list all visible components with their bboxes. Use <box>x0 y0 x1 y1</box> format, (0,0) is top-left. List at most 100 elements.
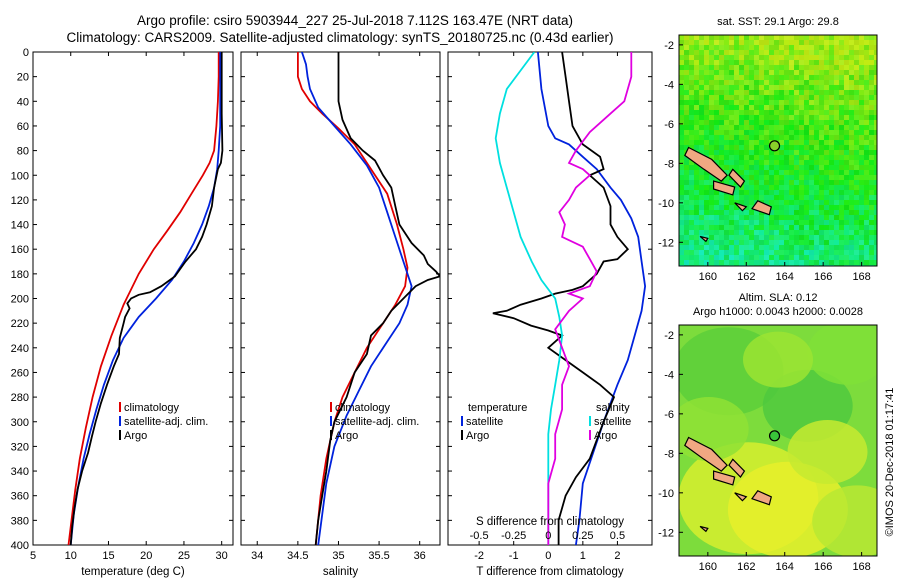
legend-temperature-title: temperature <box>468 402 527 414</box>
legend-climatology-label: climatology <box>124 402 180 414</box>
legend-argo-label: Argo <box>335 430 358 442</box>
plot-frame <box>240 51 441 546</box>
y-tick-label: 220 <box>11 318 29 330</box>
y-tick-label: 20 <box>17 72 29 84</box>
lon-tick-label: 168 <box>852 271 870 283</box>
plot-frame <box>447 51 653 546</box>
y-tick-label: 0 <box>23 47 29 59</box>
difference-panel: -2 -1 0 1 2 T difference from climatology -0.5… <box>447 51 653 578</box>
lat-tick-label: -10 <box>658 198 674 210</box>
s-tick-label: 0 <box>545 530 551 542</box>
sla-map-title: Altim. SLA: 0.12 <box>739 292 818 304</box>
legend-t-argo-label: Argo <box>466 430 489 442</box>
lat-tick-label: -12 <box>658 237 674 249</box>
island-shape <box>699 235 709 243</box>
island-shape <box>728 168 746 188</box>
temperature-panel: 0 20 40 60 80 100 120 140 160 180 200 220 240 260 280 3… <box>11 47 234 578</box>
x-tick-label: 25 <box>178 550 190 562</box>
x-axis-label: temperature (deg C) <box>81 566 185 578</box>
x-tick-label: 5 <box>30 550 36 562</box>
y-tick-label: 240 <box>11 343 29 355</box>
x-tick-label: 35 <box>332 550 344 562</box>
lat-tick-label: -6 <box>664 119 674 131</box>
sst-map: sat. SST: 29.1 Argo: 29.8 160 162 164 166 168… <box>658 16 878 283</box>
salinity-panel: 34 34.5 35 35.5 36 salinity climatology satelli… <box>240 51 441 578</box>
y-tick-label: 140 <box>11 220 29 232</box>
lon-tick-label: 162 <box>737 561 755 573</box>
series-argo <box>314 52 440 545</box>
y-tick-label: 400 <box>11 540 29 552</box>
x-tick-label: -1 <box>509 550 519 562</box>
s-axis-label: S difference from climatology <box>476 516 624 528</box>
x-tick-label: 35.5 <box>368 550 389 562</box>
series-climatology <box>296 52 409 545</box>
lon-tick-label: 168 <box>852 561 870 573</box>
legend-climatology-label: climatology <box>335 402 391 414</box>
lat-tick-label: -4 <box>664 79 674 91</box>
y-tick-label: 320 <box>11 441 29 453</box>
x-tick-label: 2 <box>614 550 620 562</box>
x-tick-label: 0 <box>545 550 551 562</box>
series-s-satellite-adj <box>494 52 564 545</box>
legend-s-argo-label: Argo <box>594 430 617 442</box>
x-tick-label: 1 <box>580 550 586 562</box>
legend-satellite-label: satellite-adj. clim. <box>124 416 208 428</box>
y-tick-label: 100 <box>11 170 29 182</box>
legend-satellite-label: satellite-adj. clim. <box>335 416 419 428</box>
y-tick-label: 340 <box>11 466 29 478</box>
s-tick-label: 0.5 <box>610 530 625 542</box>
y-tick-label: 200 <box>11 294 29 306</box>
series-argo <box>69 52 224 545</box>
y-tick-label: 280 <box>11 392 29 404</box>
island-shape <box>684 436 728 472</box>
sla-map-subtitle: Argo h1000: 0.0043 h2000: 0.0028 <box>693 306 863 318</box>
island-shape <box>734 202 748 212</box>
island-shape <box>728 458 746 478</box>
sla-field <box>679 325 877 556</box>
argo-float-marker <box>768 430 781 442</box>
island-shape <box>734 492 748 502</box>
x-tick-label: 34.5 <box>287 550 308 562</box>
y-tick-label: 120 <box>11 195 29 207</box>
lat-tick-label: -2 <box>664 40 674 52</box>
map-frame <box>678 34 878 267</box>
x-tick-label: 34 <box>251 550 263 562</box>
y-tick-label: 260 <box>11 367 29 379</box>
lat-tick-label: -8 <box>664 158 674 170</box>
x-tick-label: 30 <box>216 550 228 562</box>
legend-argo-label: Argo <box>124 430 147 442</box>
lon-tick-label: 166 <box>814 271 832 283</box>
sst-map-title: sat. SST: 29.1 Argo: 29.8 <box>717 16 839 28</box>
title-line-1: Argo profile: csiro 5903944_227 25-Jul-2… <box>137 13 573 28</box>
lon-tick-label: 162 <box>737 271 755 283</box>
x-tick-label: -2 <box>474 550 484 562</box>
legend-s-satellite-label: satellite <box>594 416 631 428</box>
lon-tick-label: 164 <box>776 561 794 573</box>
island-shape <box>751 490 773 506</box>
series-climatology <box>67 52 220 545</box>
y-tick-label: 360 <box>11 491 29 503</box>
island-shape <box>699 525 709 533</box>
x-tick-label: 20 <box>140 550 152 562</box>
y-tick-label: 380 <box>11 515 29 527</box>
x-tick-label: 10 <box>65 550 77 562</box>
series-satellite-adj-clim- <box>301 52 413 545</box>
y-tick-label: 60 <box>17 121 29 133</box>
y-tick-label: 300 <box>11 417 29 429</box>
lon-tick-label: 160 <box>699 271 717 283</box>
y-tick-label: 180 <box>11 269 29 281</box>
lat-tick-label: -8 <box>664 448 674 460</box>
series-t-argo <box>492 52 630 545</box>
island-shape <box>684 146 728 182</box>
s-tick-label: -0.5 <box>470 530 489 542</box>
x-tick-label: 36 <box>414 550 426 562</box>
lat-tick-label: -10 <box>658 488 674 500</box>
x-axis-label: T difference from climatology <box>476 566 623 578</box>
argo-float-marker <box>768 140 781 152</box>
lat-tick-label: -2 <box>664 330 674 342</box>
map-frame <box>678 324 878 557</box>
x-axis-label: salinity <box>323 566 358 578</box>
series-satellite-adj-clim- <box>69 52 222 545</box>
lon-tick-label: 160 <box>699 561 717 573</box>
